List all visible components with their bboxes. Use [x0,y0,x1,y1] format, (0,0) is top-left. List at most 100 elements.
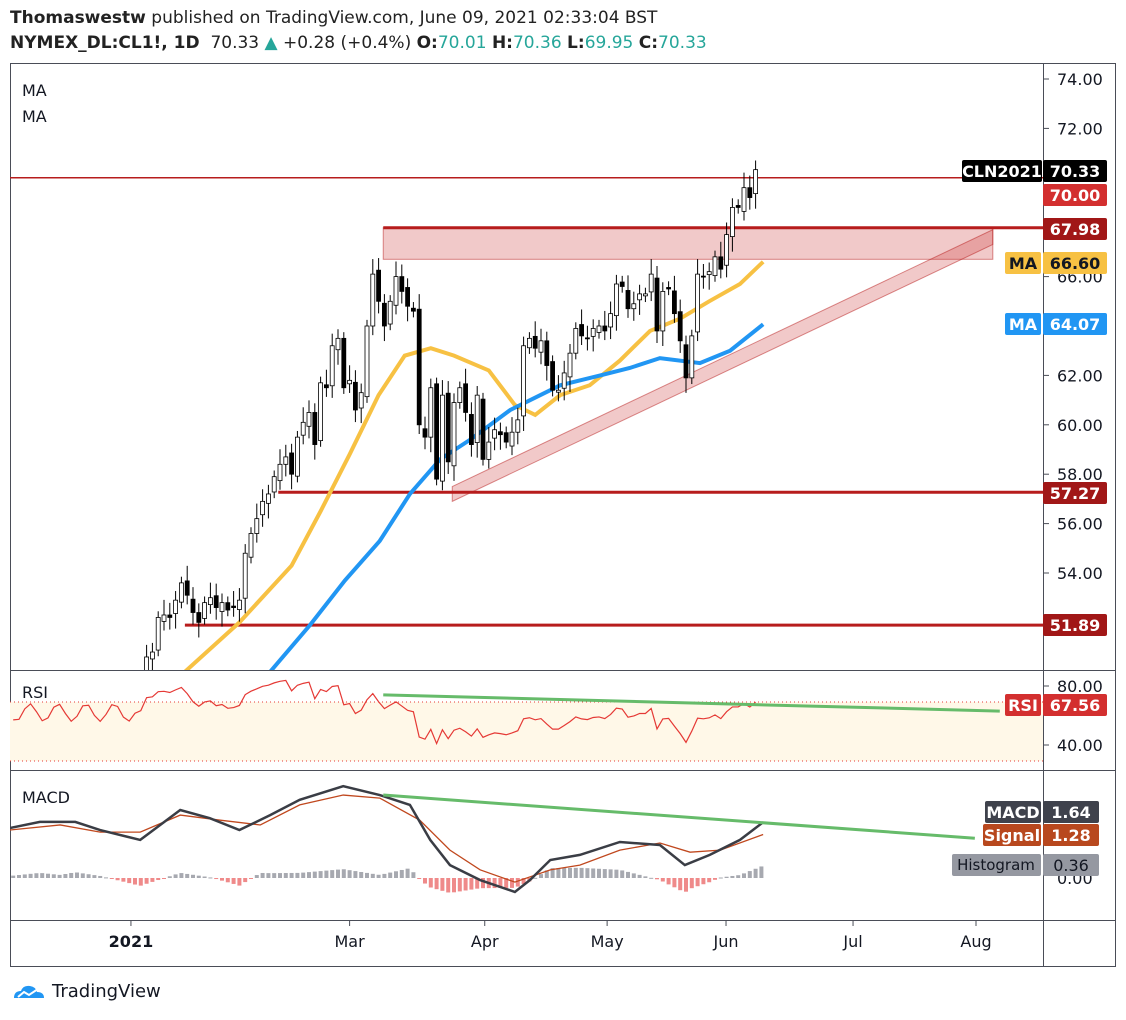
candle-body [497,431,503,436]
candle-body [527,337,532,349]
time-tick-label: May [591,932,624,951]
histogram-bar [695,878,700,887]
histogram-bar [156,878,161,881]
histogram-bar [307,872,311,878]
last-price-label-bg [1043,160,1107,182]
candle-body [399,276,405,292]
candle-body [376,269,382,302]
candle-body [428,387,434,438]
symbol: NYMEX_DL:CL1!, 1D [10,33,200,53]
histogram-value: 0.36 [1053,856,1089,875]
candle-body [561,372,567,389]
histogram-bar [730,875,735,878]
histogram-bar [289,872,294,878]
candle-body [387,300,393,325]
macd-value-bg [1043,801,1099,823]
macd-tag-bg [985,801,1041,823]
signal-value: 1.28 [1051,826,1090,845]
histogram-bar [562,867,567,878]
candle-body [567,352,573,378]
low-label: L: [567,33,585,53]
candle-body [474,394,480,443]
histogram-bar [312,871,317,878]
histogram-bar [469,878,474,890]
brand-name: TradingView [52,981,161,1002]
histogram-bar [40,873,45,878]
histogram-bar [579,867,584,878]
candle-body [666,287,671,290]
candle-body [486,441,492,460]
signal-tag-bg [983,824,1041,846]
candle-body [300,421,306,436]
signal-line [10,794,764,883]
histogram-bar [515,878,520,887]
candle-body [492,429,498,439]
candle-body [480,398,486,460]
histogram-bar [11,875,16,878]
histogram-bar [388,872,393,878]
histogram-bar [69,872,74,878]
histogram-bar [376,874,381,878]
ma-fast-value: 66.60 [1050,254,1101,273]
candle-body [532,335,538,349]
candle-body [358,392,364,409]
histogram-bar [220,878,224,881]
up-triangle-icon: ▲ [264,33,278,53]
candle-body [323,384,329,389]
candle-body [335,337,341,351]
candle-body [747,187,753,198]
histogram-bar [63,874,68,878]
high-label: H: [491,33,513,53]
histogram-bar [179,873,184,878]
candle-body [213,595,219,608]
histogram-bar [399,869,404,878]
histogram-bar [173,874,178,878]
histogram-bar [225,878,230,883]
candle-body [538,340,544,353]
tradingview-logo[interactable]: TradingView [12,981,161,1002]
histogram-bar [283,873,288,878]
rsi-value: 67.56 [1050,696,1101,715]
histogram-bar [365,872,369,878]
histogram-bar [684,878,688,892]
candle-body [155,617,161,651]
candle-body [672,290,677,315]
histogram-bar [643,876,648,878]
candle-body [219,602,225,612]
histogram-bar [521,878,526,885]
histogram-bar [678,878,683,891]
publish-text: published on TradingView.com, June 09, 2… [151,8,658,28]
histogram-bar [504,878,509,888]
candle-body [422,428,428,438]
rsi-tick-label: 80.00 [1057,677,1103,696]
histogram-bar [34,873,39,878]
histogram-bar [660,878,665,882]
candle-body [741,187,747,212]
histogram-bar [440,878,445,891]
resistance-zone [382,227,994,260]
author: Thomaswestw [10,8,146,28]
histogram-bar [585,868,590,878]
histogram-bar [301,872,306,878]
candle-body [451,402,457,467]
candle-body [265,493,271,504]
histogram-bar [411,872,416,878]
histogram-bar [539,874,543,878]
histogram-bar [510,878,514,888]
price-tick-label: 54.00 [1057,564,1103,583]
candle-body [544,340,550,366]
histogram-bar [649,877,654,879]
candle-body [236,599,242,610]
candle-body [329,345,335,387]
macd-value: 1.64 [1051,803,1090,822]
high-value: 70.36 [512,33,562,53]
histogram-bar [359,872,364,878]
histogram-bar [597,868,601,878]
candle-body [260,500,266,516]
histogram-bar [208,877,213,879]
histogram-bar [150,878,155,882]
candle-body [439,394,445,482]
time-tick-label: Jul [842,932,862,951]
candle-body [318,382,324,442]
